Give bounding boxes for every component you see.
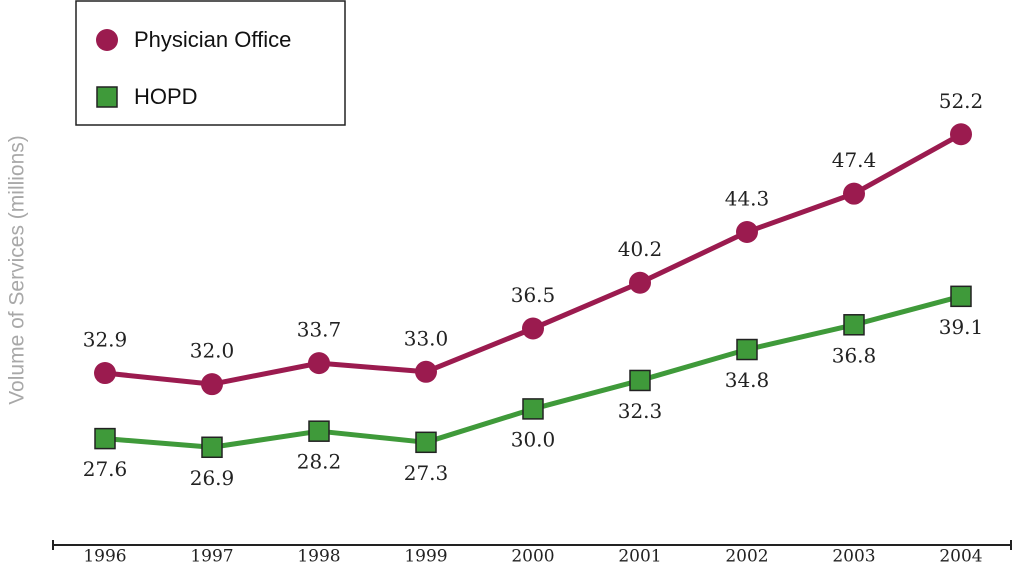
- point: [950, 123, 972, 146]
- data-label: 26.9: [190, 466, 235, 490]
- x-tick-label: 2000: [511, 547, 554, 567]
- x-tick-label: 2002: [725, 547, 768, 567]
- point: [843, 314, 865, 336]
- point: [522, 398, 544, 420]
- point: [308, 352, 330, 375]
- x-tick-label: 1997: [190, 547, 233, 567]
- data-label: 28.2: [297, 450, 342, 474]
- x-tick-label: 1996: [83, 547, 126, 567]
- data-label: 30.0: [511, 427, 556, 451]
- point: [629, 271, 651, 294]
- data-label: 32.0: [190, 339, 235, 363]
- data-label: 36.8: [832, 343, 877, 367]
- legend-marker: [96, 86, 118, 108]
- data-label: 47.4: [832, 148, 877, 172]
- point: [950, 285, 972, 308]
- x-tick-label: 1998: [297, 547, 340, 567]
- data-label: 34.8: [725, 368, 770, 392]
- x-tick-label: 2003: [832, 547, 875, 567]
- point: [308, 420, 330, 442]
- data-label: 36.5: [511, 283, 556, 307]
- data-label: 32.3: [618, 399, 663, 423]
- data-label: 27.6: [83, 457, 128, 481]
- data-label: 52.2: [939, 89, 984, 113]
- point: [201, 436, 223, 459]
- legend-marker: [96, 29, 118, 51]
- x-tick-label: 2001: [618, 547, 661, 567]
- data-label: 33.0: [404, 326, 449, 350]
- data-label: 39.1: [939, 315, 984, 339]
- point: [736, 221, 758, 244]
- data-label: 44.3: [725, 187, 770, 211]
- x-tick-label: 1999: [404, 547, 447, 567]
- x-tick-label: 2004: [939, 547, 982, 567]
- data-label: 32.9: [83, 328, 128, 352]
- point: [736, 338, 758, 361]
- point: [94, 427, 116, 450]
- point: [415, 360, 437, 383]
- point: [94, 362, 116, 385]
- legend-label: Physician Office: [134, 27, 291, 52]
- legend-label: HOPD: [134, 84, 198, 109]
- point: [522, 317, 544, 340]
- data-label: 27.3: [404, 461, 449, 485]
- y-axis-label: Volume of Services (millions): [6, 135, 29, 405]
- point: [201, 373, 223, 396]
- legend-box: [75, 0, 346, 126]
- point: [415, 431, 437, 454]
- data-label: 40.2: [618, 237, 663, 261]
- point: [843, 182, 865, 205]
- data-label: 33.7: [297, 318, 342, 342]
- point: [629, 369, 651, 392]
